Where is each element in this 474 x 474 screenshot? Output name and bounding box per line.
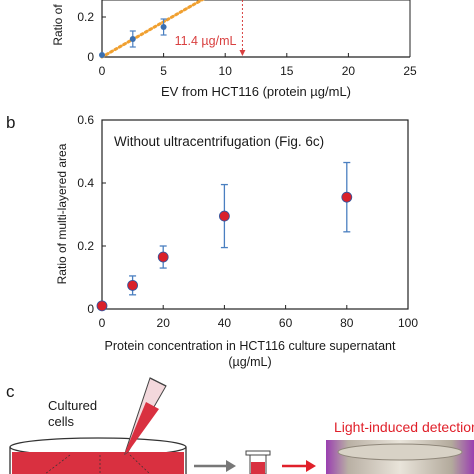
panel-a-chart: Ratio of 0 5 10 15 20 25 0.2 0 11.4 µg/mL EV f…	[51, 0, 417, 99]
process-arrow-icon	[194, 460, 236, 472]
panel-a-y-label: Ratio of	[51, 4, 65, 46]
detection-photo	[326, 440, 474, 474]
panel-a-fit-line	[100, 0, 205, 59]
panel-a-data-point	[99, 52, 105, 58]
cultured-cells-label-line1: Cultured	[48, 398, 97, 413]
panel-b-x-tick-label: 60	[279, 316, 293, 330]
panel-b-letter: b	[6, 113, 15, 132]
panel-a-x-tick-label: 0	[99, 64, 106, 78]
panel-a-data-point	[129, 30, 136, 48]
cultured-cells-label-line2: cells	[48, 414, 75, 429]
panel-b-x-label-units: (µg/mL)	[228, 355, 271, 369]
sample-tube-icon	[245, 450, 271, 474]
panel-a-x-tick-label: 10	[219, 64, 233, 78]
pipette-icon	[124, 377, 167, 456]
panel-b-title: Without ultracentrifugation (Fig. 6c)	[114, 134, 324, 149]
panel-b-plot-frame	[101, 119, 409, 310]
panel-b-x-tick-label: 0	[99, 316, 106, 330]
panel-b-x-label: Protein concentration in HCT116 culture …	[105, 339, 396, 353]
panel-a-y-tick-label: 0.2	[77, 10, 94, 24]
panel-b-data-point	[341, 161, 353, 233]
panel-a-x-tick-label: 25	[403, 64, 417, 78]
panel-b-data-point	[157, 245, 169, 269]
panel-c-illustration: Cultured cells	[9, 377, 474, 474]
panel-b-x-tick-label: 100	[398, 316, 418, 330]
panel-a-annotation-label: 11.4 µg/mL	[175, 34, 237, 48]
panel-b-y-tick-label: 0.4	[77, 176, 94, 190]
panel-a-annotation-arrow	[239, 50, 246, 56]
panel-b-data-point	[127, 275, 139, 296]
panel-b-chart: Without ultracentrifugation (Fig. 6c) Ra…	[55, 113, 418, 369]
panel-b-y-label: Ratio of multi-layered area	[55, 143, 69, 284]
panel-b-y-tick-label: 0.2	[77, 239, 94, 253]
panel-a-x-label: EV from HCT116 (protein µg/mL)	[161, 84, 351, 99]
panel-b-y-tick-label: 0.6	[77, 113, 94, 127]
panel-b-data-point	[218, 183, 230, 249]
panel-a-x-tick-label: 15	[280, 64, 294, 78]
panel-a-data-point	[160, 18, 167, 36]
panel-a-x-tick-label: 5	[160, 64, 167, 78]
panel-b-x-tick-label: 40	[218, 316, 232, 330]
detection-label: Light-induced detection	[334, 419, 474, 435]
panel-b-x-tick-label: 80	[340, 316, 354, 330]
detection-arrow-icon	[282, 460, 316, 472]
panel-b-data-point	[96, 300, 108, 312]
panel-b-y-tick-label: 0	[87, 302, 94, 316]
culture-dish-icon	[9, 437, 187, 474]
panel-c-letter: c	[6, 382, 15, 401]
panel-a-x-tick-label: 20	[342, 64, 356, 78]
panel-a-y-tick-label: 0	[87, 50, 94, 64]
panel-b-x-tick-label: 20	[157, 316, 171, 330]
